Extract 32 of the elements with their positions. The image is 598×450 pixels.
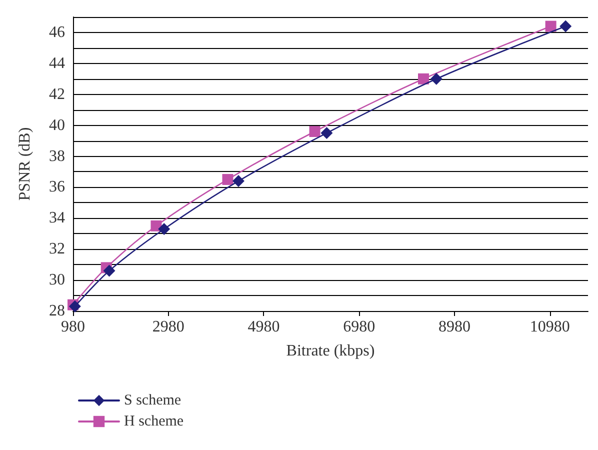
y-tick-label: 40 bbox=[49, 116, 65, 134]
legend-label: H scheme bbox=[124, 414, 184, 430]
y-axis-title: PSNR (dB) bbox=[16, 127, 34, 201]
point bbox=[150, 220, 162, 232]
x-tick-label: 2980 bbox=[152, 318, 184, 336]
x-tick-label: 10980 bbox=[530, 318, 570, 336]
y-tick-label: 36 bbox=[49, 178, 65, 196]
x-tick-label: 4980 bbox=[248, 318, 280, 336]
y-tick-label: 38 bbox=[49, 148, 65, 165]
y-tick-label: 28 bbox=[49, 302, 65, 320]
y-tick-label: 34 bbox=[49, 210, 65, 227]
point bbox=[545, 20, 556, 32]
x-tick-label: 980 bbox=[61, 318, 85, 336]
point bbox=[560, 20, 572, 32]
point bbox=[232, 175, 244, 188]
x-tick-label: 6980 bbox=[343, 318, 376, 336]
point bbox=[309, 126, 320, 138]
y-tick-label: 42 bbox=[49, 86, 65, 103]
y-tick-label: 46 bbox=[49, 24, 65, 41]
y-tick-label: 44 bbox=[49, 54, 65, 72]
x-axis-title: Bitrate (kbps) bbox=[286, 342, 375, 360]
point bbox=[158, 222, 170, 235]
legend-label: S scheme bbox=[124, 392, 182, 408]
point bbox=[222, 174, 234, 185]
y-tick-label: 32 bbox=[49, 240, 65, 258]
point bbox=[418, 73, 429, 84]
point bbox=[103, 264, 116, 277]
point bbox=[68, 300, 81, 312]
x-tick-label: 8980 bbox=[438, 318, 470, 336]
point bbox=[320, 127, 333, 140]
point bbox=[430, 72, 442, 85]
y-tick-label: 30 bbox=[49, 272, 65, 289]
